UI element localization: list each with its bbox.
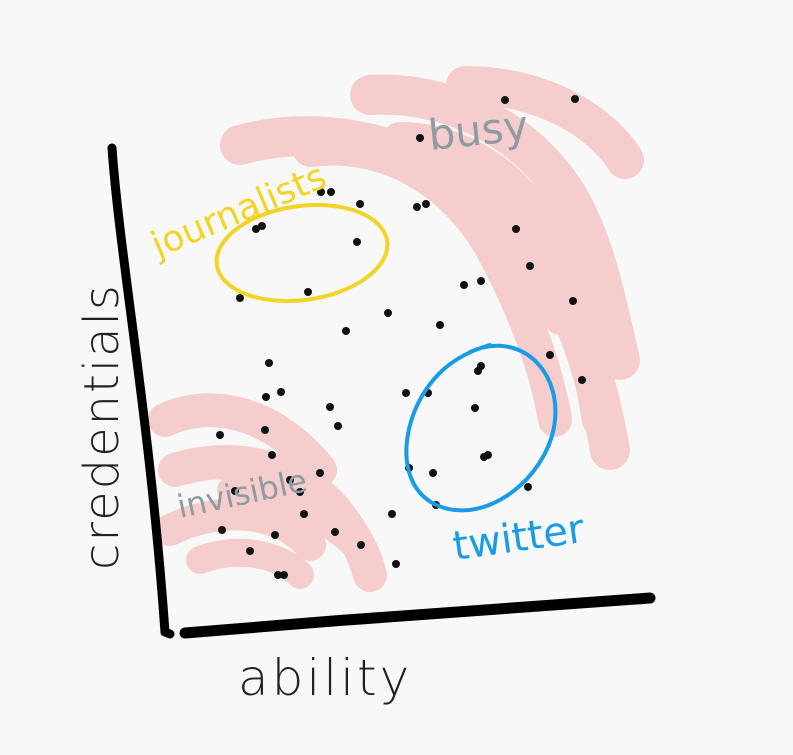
data-point [477,277,485,285]
data-point [569,297,577,305]
data-point [334,422,342,430]
journalists-label: journalists [145,156,333,267]
data-point [327,188,335,196]
data-point [261,426,269,434]
data-point [236,294,244,302]
data-point [216,431,224,439]
data-point [317,188,325,196]
data-point [357,541,365,549]
data-point [252,225,260,233]
data-point [429,469,437,477]
data-point [460,281,468,289]
data-point [218,526,226,534]
data-point [546,351,554,359]
data-point [265,359,273,367]
data-point [501,96,509,104]
data-point [271,531,279,539]
data-point [326,403,334,411]
data-point [277,388,285,396]
data-point [300,510,308,518]
twitter-label: twitter [450,506,588,570]
data-point [484,451,492,459]
data-point [258,222,266,230]
data-point [286,476,294,484]
busy-highlight [220,66,644,470]
data-point [388,510,396,518]
data-point [316,469,324,477]
data-point [512,225,520,233]
x-axis-label: ability [238,649,412,707]
data-point [246,547,254,555]
data-point [280,571,288,579]
data-point [578,376,586,384]
data-point [571,95,579,103]
data-point [231,487,239,495]
data-point [416,134,424,142]
axes [107,143,656,639]
data-point [422,200,430,208]
data-point [262,393,270,401]
data-point [342,327,350,335]
twitter-ellipse [404,343,558,513]
data-point [356,200,364,208]
busy-label: busy [426,101,531,160]
y-axis-line [107,143,170,637]
data-point [436,321,444,329]
data-point [471,404,479,412]
x-axis-line [179,592,656,639]
invisible-highlight [148,393,387,592]
data-point [384,309,392,317]
data-point [526,262,534,270]
data-point [474,367,482,375]
data-point [402,389,410,397]
data-point [296,488,304,496]
data-point [268,451,276,459]
data-point [274,571,282,579]
dots-layer [216,95,586,579]
y-axis-label: credentials [74,283,130,570]
journalists-ellipse [214,202,390,304]
data-point [413,203,421,211]
data-point [304,288,312,296]
data-point [353,238,361,246]
data-point [392,560,400,568]
data-point [524,483,532,491]
data-point [331,528,339,536]
